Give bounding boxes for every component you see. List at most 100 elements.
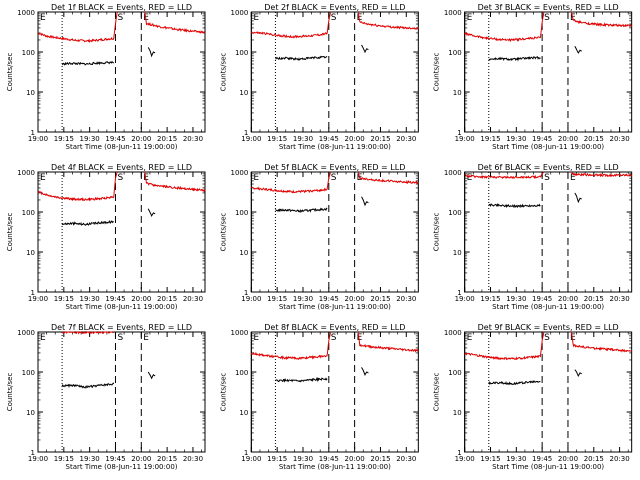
- x-tick-label: 20:30: [610, 135, 630, 143]
- y-axis-label: Counts/sec: [433, 213, 441, 252]
- series-line: [570, 11, 632, 28]
- panel-title: Det 3f BLACK = Events, RED = LLD: [478, 3, 619, 12]
- event-marker-label: E: [253, 333, 259, 343]
- panel-title: Det 4f BLACK = Events, RED = LLD: [51, 163, 192, 172]
- x-tick-label: 19:15: [267, 455, 287, 463]
- y-tick-label: 10: [453, 249, 462, 257]
- y-axis-label: Counts/sec: [219, 213, 227, 252]
- panel-title: Det 7f BLACK = Events, RED = LLD: [51, 323, 192, 332]
- x-axis-label: Start Time (08-Jun-11 19:00:00): [492, 143, 604, 151]
- series-line: [144, 11, 206, 34]
- series-line: [488, 380, 541, 386]
- x-tick-label: 19:45: [532, 455, 552, 463]
- y-axis-label: Counts/sec: [433, 53, 441, 92]
- panel-title: Det 6f BLACK = Events, RED = LLD: [478, 163, 619, 172]
- panel-6: Det 6f BLACK = Events, RED = LLD 1 10 100 10…: [433, 163, 633, 311]
- series-line: [488, 203, 541, 209]
- x-tick-label: 19:00: [455, 295, 475, 303]
- series-line: [357, 11, 419, 30]
- x-tick-label: 19:30: [293, 295, 313, 303]
- x-axis-label: Start Time (08-Jun-11 19:00:00): [66, 143, 178, 151]
- y-tick-label: 1000: [231, 169, 249, 177]
- y-tick-label: 1: [457, 289, 461, 297]
- panel-2: Det 2f BLACK = Events, RED = LLD 1 10 100 10…: [219, 3, 419, 151]
- series-line: [61, 382, 115, 389]
- y-tick-label: 1: [31, 449, 35, 457]
- series-line: [361, 196, 369, 207]
- x-tick-label: 20:00: [131, 455, 151, 463]
- event-marker-label: S: [117, 13, 123, 23]
- x-tick-label: 20:15: [370, 295, 390, 303]
- y-tick-label: 1000: [17, 329, 35, 337]
- y-tick-label: 1000: [231, 329, 249, 337]
- x-tick-label: 19:30: [80, 455, 100, 463]
- plot-frame: [250, 331, 419, 453]
- event-marker-label: S: [331, 13, 337, 23]
- x-tick-label: 20:30: [183, 135, 203, 143]
- x-tick-label: 19:00: [455, 135, 475, 143]
- series-line: [488, 56, 541, 62]
- series-line: [61, 330, 115, 335]
- series-line: [37, 171, 118, 202]
- event-marker-label: S: [331, 173, 337, 183]
- series-line: [61, 60, 115, 66]
- event-marker-label: E: [143, 13, 149, 23]
- x-axis-label: Start Time (08-Jun-11 19:00:00): [66, 463, 178, 471]
- x-tick-label: 19:00: [28, 455, 48, 463]
- series-line: [361, 44, 369, 54]
- x-tick-label: 20:00: [131, 135, 151, 143]
- event-marker-label: E: [467, 13, 473, 23]
- x-tick-label: 20:15: [370, 135, 390, 143]
- x-tick-label: 19:00: [241, 455, 261, 463]
- x-tick-label: 20:30: [183, 295, 203, 303]
- series-line: [37, 11, 118, 43]
- panel-title: Det 1f BLACK = Events, RED = LLD: [51, 3, 192, 12]
- y-tick-label: 10: [453, 409, 462, 417]
- x-tick-label: 20:00: [558, 135, 578, 143]
- panel-title: Det 8f BLACK = Events, RED = LLD: [264, 323, 405, 332]
- y-tick-label: 1: [31, 129, 35, 137]
- y-tick-label: 1: [244, 449, 248, 457]
- y-tick-label: 100: [22, 49, 35, 57]
- x-tick-label: 20:00: [345, 295, 365, 303]
- y-tick-label: 1000: [231, 9, 249, 17]
- series-line: [147, 47, 156, 58]
- x-axis-label: Start Time (08-Jun-11 19:00:00): [279, 463, 391, 471]
- y-tick-label: 1: [457, 129, 461, 137]
- event-marker-label: E: [143, 333, 149, 343]
- x-tick-label: 19:45: [532, 135, 552, 143]
- event-marker-label: E: [40, 333, 46, 343]
- x-tick-label: 19:45: [319, 135, 339, 143]
- y-tick-label: 100: [22, 209, 35, 217]
- x-tick-label: 20:00: [558, 455, 578, 463]
- x-tick-label: 19:30: [506, 295, 526, 303]
- x-tick-label: 19:00: [241, 295, 261, 303]
- x-tick-label: 19:00: [28, 135, 48, 143]
- x-tick-label: 20:30: [610, 455, 630, 463]
- series-line: [357, 171, 419, 185]
- x-tick-label: 19:15: [480, 135, 500, 143]
- event-marker-label: E: [40, 13, 46, 23]
- event-marker-label: S: [544, 13, 550, 23]
- panel-9: Det 9f BLACK = Events, RED = LLD 1 10 100 10…: [433, 323, 633, 471]
- x-tick-label: 20:00: [558, 295, 578, 303]
- event-marker-label: E: [570, 333, 576, 343]
- x-tick-label: 19:15: [54, 295, 74, 303]
- y-tick-label: 10: [453, 89, 462, 97]
- event-marker-label: S: [544, 333, 550, 343]
- y-axis-label: Counts/sec: [433, 373, 441, 412]
- y-tick-label: 100: [235, 209, 248, 217]
- series-line: [570, 331, 633, 353]
- x-tick-label: 20:15: [157, 455, 177, 463]
- panel-title: Det 9f BLACK = Events, RED = LLD: [478, 323, 619, 332]
- y-tick-label: 1: [31, 289, 35, 297]
- y-tick-label: 100: [448, 369, 461, 377]
- series-line: [61, 219, 114, 226]
- series-line: [144, 171, 206, 193]
- y-axis-label: Counts/sec: [6, 373, 14, 412]
- x-axis-label: Start Time (08-Jun-11 19:00:00): [279, 143, 391, 151]
- x-tick-label: 20:30: [396, 135, 416, 143]
- y-tick-label: 1: [244, 129, 248, 137]
- event-marker-label: S: [544, 173, 550, 183]
